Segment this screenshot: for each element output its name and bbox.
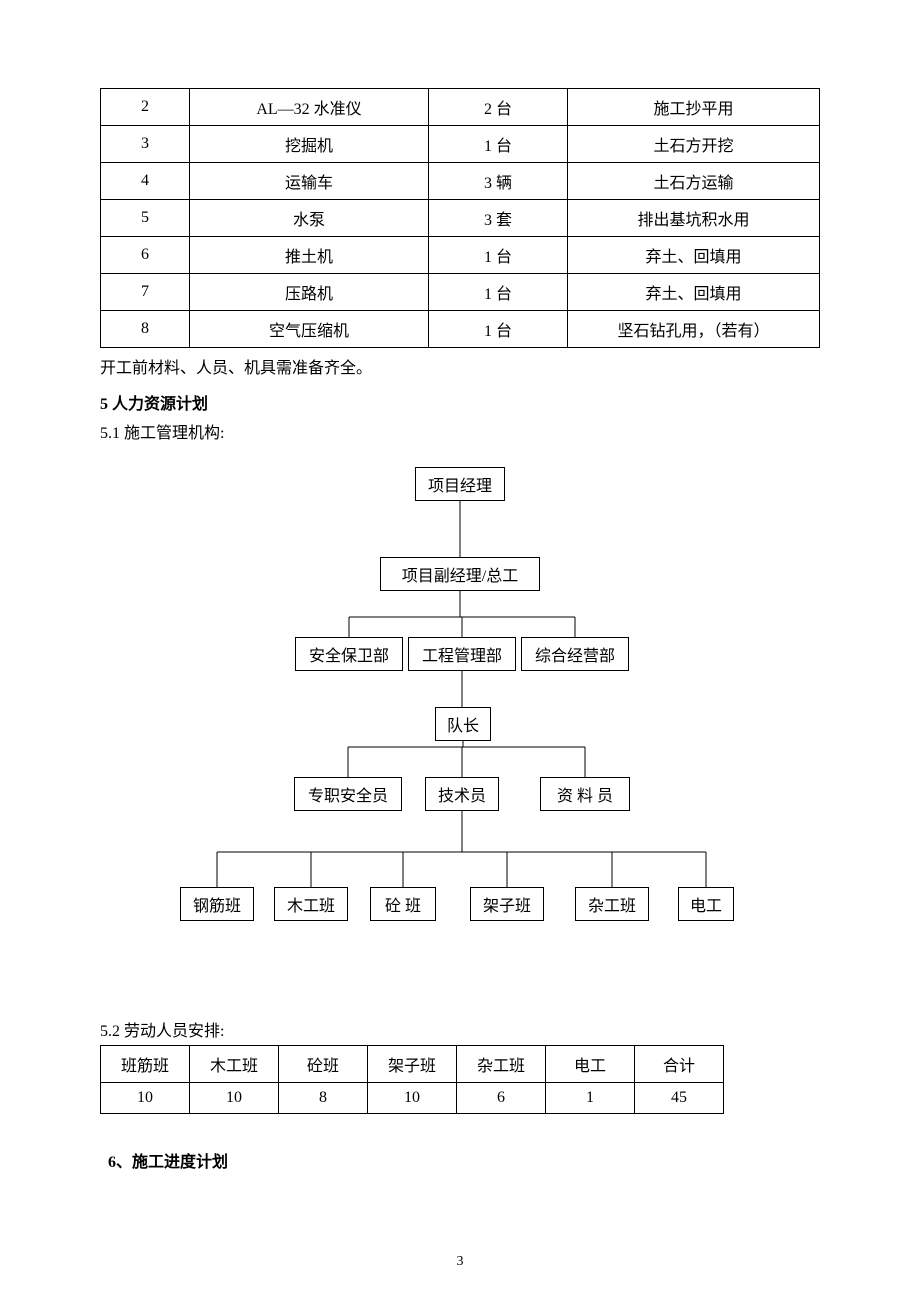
table-cell: 弃土、回填用 xyxy=(568,237,820,274)
table-cell: 10 xyxy=(190,1082,279,1113)
equipment-table: 2AL—32 水准仪2 台施工抄平用3挖掘机1 台土石方开挖4运输车3 辆土石方… xyxy=(100,88,820,348)
table-cell: 3 xyxy=(101,126,190,163)
table-header-cell: 电工 xyxy=(546,1045,635,1082)
table-row: 6推土机1 台弃土、回填用 xyxy=(101,237,820,274)
org-node-tech: 技术员 xyxy=(425,777,499,811)
table-header-cell: 架子班 xyxy=(368,1045,457,1082)
table-cell: 6 xyxy=(457,1082,546,1113)
table-cell: 弃土、回填用 xyxy=(568,274,820,311)
table-cell: 1 台 xyxy=(429,274,568,311)
table-row: 7压路机1 台弃土、回填用 xyxy=(101,274,820,311)
table-cell: 1 台 xyxy=(429,311,568,348)
table-cell: 3 辆 xyxy=(429,163,568,200)
org-node-captain: 队长 xyxy=(435,707,491,741)
org-node-conc: 砼 班 xyxy=(370,887,436,921)
table-cell: 施工抄平用 xyxy=(568,89,820,126)
table-row: 2AL—32 水准仪2 台施工抄平用 xyxy=(101,89,820,126)
table-cell: 1 xyxy=(546,1082,635,1113)
table-cell: 4 xyxy=(101,163,190,200)
org-node-fsafety: 专职安全员 xyxy=(294,777,402,811)
table-cell: 空气压缩机 xyxy=(190,311,429,348)
page-number: 3 xyxy=(0,1254,920,1270)
section-5-1-title: 5.1 施工管理机构: xyxy=(100,421,820,447)
table-cell: 5 xyxy=(101,200,190,237)
org-node-wood: 木工班 xyxy=(274,887,348,921)
table-row: 10108106145 xyxy=(101,1082,724,1113)
table-row: 班筋班木工班砼班架子班杂工班电工合计 xyxy=(101,1045,724,1082)
table-cell: 1 台 xyxy=(429,126,568,163)
table-header-cell: 砼班 xyxy=(279,1045,368,1082)
org-node-misc: 杂工班 xyxy=(575,887,649,921)
table-row: 3挖掘机1 台土石方开挖 xyxy=(101,126,820,163)
table-cell: 2 台 xyxy=(429,89,568,126)
table-row: 8空气压缩机1 台坚石钻孔用，（若有） xyxy=(101,311,820,348)
table-cell: 排出基坑积水用 xyxy=(568,200,820,237)
labor-table: 班筋班木工班砼班架子班杂工班电工合计10108106145 xyxy=(100,1045,724,1114)
table-header-cell: 木工班 xyxy=(190,1045,279,1082)
table-cell: 6 xyxy=(101,237,190,274)
org-node-doc: 资 料 员 xyxy=(540,777,630,811)
table-cell: 挖掘机 xyxy=(190,126,429,163)
org-node-vpm: 项目副经理/总工 xyxy=(380,557,540,591)
org-node-rebar: 钢筋班 xyxy=(180,887,254,921)
org-node-safety: 安全保卫部 xyxy=(295,637,403,671)
table-cell: 8 xyxy=(101,311,190,348)
table-cell: 8 xyxy=(279,1082,368,1113)
table-header-cell: 杂工班 xyxy=(457,1045,546,1082)
table-cell: 3 套 xyxy=(429,200,568,237)
table-cell: 运输车 xyxy=(190,163,429,200)
table-cell: 推土机 xyxy=(190,237,429,274)
section-5-2-title: 5.2 劳动人员安排: xyxy=(100,1017,820,1041)
table-cell: 2 xyxy=(101,89,190,126)
table-header-cell: 班筋班 xyxy=(101,1045,190,1082)
table-cell: 10 xyxy=(101,1082,190,1113)
table-cell: 土石方开挖 xyxy=(568,126,820,163)
table-cell: 7 xyxy=(101,274,190,311)
org-node-elec: 电工 xyxy=(678,887,734,921)
page-root: 2AL—32 水准仪2 台施工抄平用3挖掘机1 台土石方开挖4运输车3 辆土石方… xyxy=(0,0,920,1302)
section-5-title: 5 人力资源计划 xyxy=(100,392,820,418)
table-header-cell: 合计 xyxy=(635,1045,724,1082)
table-row: 5水泵3 套排出基坑积水用 xyxy=(101,200,820,237)
table-cell: 10 xyxy=(368,1082,457,1113)
org-node-pm: 项目经理 xyxy=(415,467,505,501)
table-cell: AL—32 水准仪 xyxy=(190,89,429,126)
table-row: 4运输车3 辆土石方运输 xyxy=(101,163,820,200)
note-after-table: 开工前材料、人员、机具需准备齐全。 xyxy=(100,356,820,382)
section-6-title: 6、施工进度计划 xyxy=(108,1148,820,1172)
table-cell: 1 台 xyxy=(429,237,568,274)
table-cell: 压路机 xyxy=(190,274,429,311)
org-node-pmgt: 工程管理部 xyxy=(408,637,516,671)
table-cell: 45 xyxy=(635,1082,724,1113)
org-node-biz: 综合经营部 xyxy=(521,637,629,671)
org-node-scaf: 架子班 xyxy=(470,887,544,921)
table-cell: 坚石钻孔用，（若有） xyxy=(568,311,820,348)
table-cell: 水泵 xyxy=(190,200,429,237)
table-cell: 土石方运输 xyxy=(568,163,820,200)
org-chart: 项目经理项目副经理/总工安全保卫部工程管理部综合经营部队长专职安全员技术员 资 料… xyxy=(180,467,740,957)
